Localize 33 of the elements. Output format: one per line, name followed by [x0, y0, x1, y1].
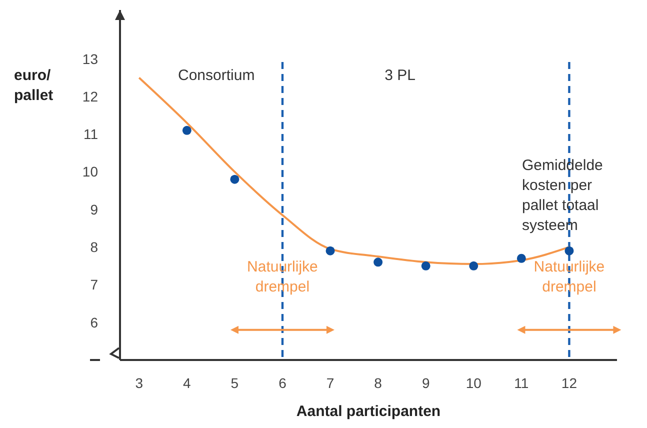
y-axis-title: euro/ pallet [14, 67, 54, 104]
y-tick-label: 7 [90, 276, 98, 293]
x-tick-label: 4 [183, 375, 192, 391]
x-tick-label: 8 [374, 375, 382, 391]
point [421, 261, 430, 270]
annotation: Consortium [178, 67, 255, 84]
y-tick-label: 11 [83, 126, 98, 142]
y-tick-label: 9 [90, 201, 98, 218]
x-tick-label: 5 [230, 375, 239, 391]
x-tick-label: 6 [278, 375, 287, 391]
x-tick-label: 10 [466, 375, 482, 391]
point [516, 254, 526, 263]
y-tick-label: 12 [82, 88, 98, 104]
y-tick-label: 13 [82, 50, 98, 67]
point [469, 261, 478, 270]
annotation: 3 PL [384, 67, 416, 84]
y-tick-label: 10 [82, 164, 98, 180]
annotation: Gemiddelde kosten per pallet totaal systeem [522, 157, 603, 234]
y-tick-label: 8 [90, 238, 98, 255]
ref-line-label: Natuurlijke drempel [247, 258, 318, 296]
point [230, 174, 240, 184]
y-tick-label: 6 [90, 314, 98, 330]
x-tick-label: 12 [561, 375, 578, 391]
x-tick-label: 7 [326, 375, 334, 391]
x-tick-label: 9 [422, 375, 430, 391]
point [564, 246, 574, 256]
x-tick-label: 11 [514, 375, 529, 391]
point [374, 258, 383, 267]
ref-line-label: Natuurlijke drempel [534, 258, 605, 296]
point [182, 126, 192, 135]
x-tick-label: 3 [135, 375, 144, 391]
point [326, 246, 335, 256]
x-axis-title: Aantal participanten [296, 403, 441, 420]
